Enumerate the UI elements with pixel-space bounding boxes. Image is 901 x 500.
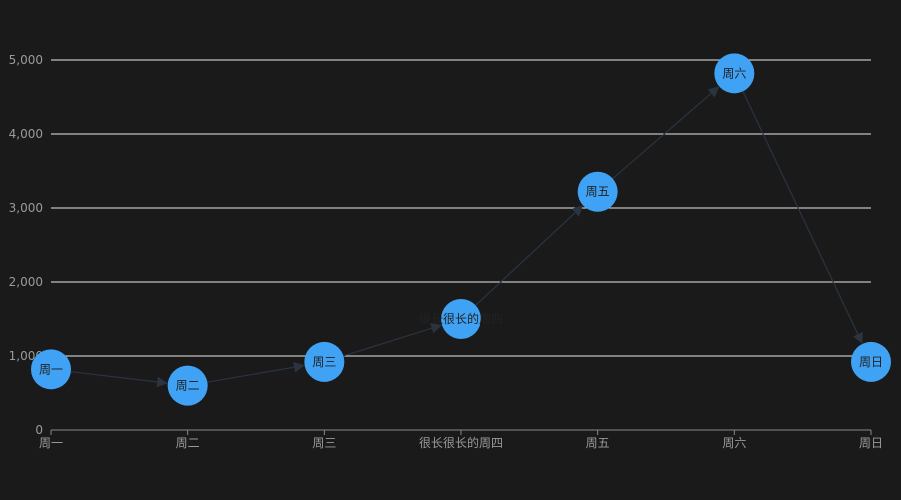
data-point bbox=[851, 341, 891, 382]
x-tick-label: 周一 bbox=[39, 436, 63, 450]
series-edge bbox=[475, 205, 584, 306]
data-label: 周一 bbox=[39, 362, 63, 376]
data-label: 周三 bbox=[312, 355, 336, 369]
series-edges bbox=[70, 86, 863, 388]
y-tick-label: 5,000 bbox=[9, 53, 43, 67]
data-label: 周六 bbox=[722, 66, 746, 80]
data-label: 周二 bbox=[176, 379, 200, 393]
data-label: 很长很长的周四 bbox=[419, 311, 503, 326]
series-edge bbox=[612, 86, 720, 180]
x-tick-label: 周三 bbox=[312, 436, 336, 450]
x-tick-label: 很长很长的周四 bbox=[419, 435, 503, 450]
data-point bbox=[167, 365, 208, 406]
x-tick-label: 周日 bbox=[859, 436, 883, 450]
y-tick-label: 0 bbox=[35, 423, 43, 437]
data-point bbox=[304, 341, 345, 382]
x-tick-label: 周五 bbox=[586, 436, 610, 450]
y-tick-label: 4,000 bbox=[9, 127, 43, 141]
series-edge bbox=[343, 323, 442, 357]
data-point bbox=[31, 349, 71, 390]
grid-lines bbox=[51, 59, 871, 357]
data-point bbox=[441, 299, 481, 339]
data-point bbox=[577, 171, 618, 212]
axes: 01,0002,0003,0004,0005,000周一 周二 周三 很长很长的周四周… bbox=[9, 53, 883, 450]
series-edge bbox=[742, 91, 863, 344]
data-point bbox=[714, 53, 755, 94]
series-edge bbox=[70, 371, 168, 388]
y-tick-label: 2,000 bbox=[9, 275, 43, 289]
series-edge bbox=[207, 361, 305, 383]
y-tick-label: 3,000 bbox=[9, 201, 43, 215]
x-tick-label: 周二 bbox=[176, 436, 200, 450]
data-label: 周日 bbox=[859, 355, 883, 369]
data-label: 周五 bbox=[586, 185, 610, 199]
x-tick-label: 周六 bbox=[722, 436, 746, 450]
